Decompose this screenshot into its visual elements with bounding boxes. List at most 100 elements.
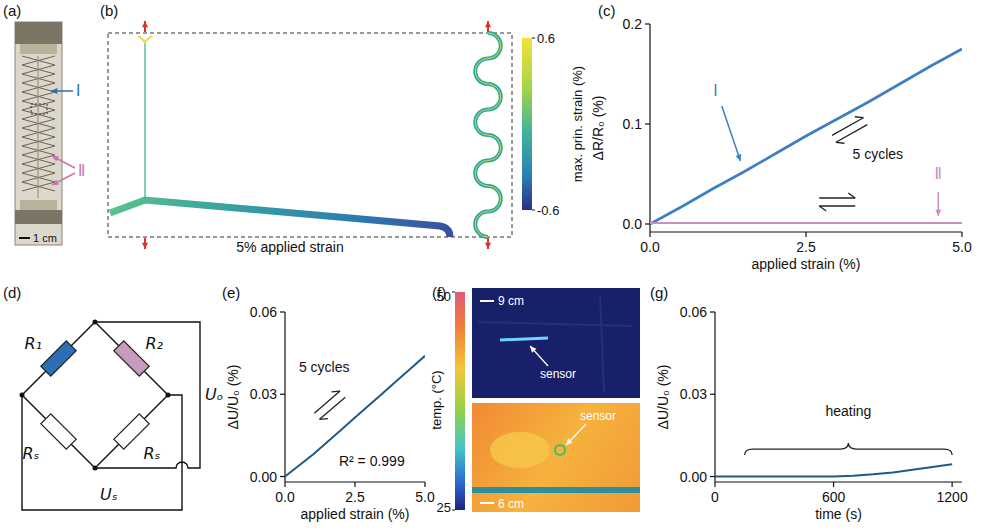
strut [144, 42, 146, 201]
colorbar-tick [452, 292, 455, 293]
harpoon-head [320, 415, 329, 423]
region-label: Ⅰ [76, 82, 80, 100]
x-tick-label: 5.0 [952, 239, 972, 255]
panel-letter: (d) [3, 284, 21, 301]
series-label: Ⅰ [713, 82, 717, 100]
thermal-image [472, 403, 640, 512]
output-wire [95, 322, 200, 468]
y-axis-title: ΔU/U₀ (%) [225, 365, 241, 430]
x-tick [833, 482, 834, 487]
annotation: R² = 0.999 [339, 453, 405, 469]
thermal-image [472, 288, 640, 398]
annotations: 5 cycles R² = 0.999 [299, 359, 405, 468]
sensor-trace [500, 338, 548, 340]
y-tick [280, 476, 285, 477]
scale-label: 6 cm [498, 497, 524, 511]
y-axis-title: ΔR/R₀ (%) [590, 96, 606, 161]
resistor-label: R₁ [25, 334, 43, 353]
clamp [15, 22, 62, 44]
chart-panel: (g)060012000.000.030.06time (s)ΔU/U₀ (%)… [650, 284, 968, 522]
y-tick [710, 394, 715, 395]
strain-band [110, 200, 450, 237]
colorbar-tick [532, 210, 535, 211]
x-tick-label: 2.5 [345, 489, 365, 505]
annotations: heating [745, 403, 952, 455]
harpoon [320, 397, 346, 419]
x-tick [805, 232, 806, 237]
pointer-head [530, 346, 536, 353]
supply-wire [22, 395, 182, 510]
panel-letter: (g) [650, 284, 668, 301]
cool-strip [472, 487, 640, 493]
simulation-panel: (b)5% applied strain-0.60.6max. prin. st… [100, 2, 585, 255]
series-leader-head [935, 210, 941, 216]
plot-area [285, 356, 425, 477]
annotation: 5 cycles [299, 359, 350, 375]
thermal-panel: (f)2550temp. (°C)9 cmsensor6 cmsensor [429, 284, 640, 515]
x-tick [961, 232, 962, 237]
photo-panel: (a)1 cmⅠⅡ [3, 2, 85, 245]
background-feature [600, 295, 604, 392]
harpoon [832, 118, 863, 136]
y-axis [714, 312, 715, 482]
wire [22, 322, 95, 395]
colorbar [455, 292, 465, 510]
pointer [530, 346, 548, 366]
colorbar-tick [532, 38, 535, 39]
harpoon-head [848, 193, 855, 198]
pointer [52, 173, 75, 185]
x-tick-label: 2.5 [796, 239, 816, 255]
load-arrow-head [142, 21, 148, 27]
electrode [20, 200, 57, 210]
resistor [41, 341, 76, 376]
caption: 5% applied strain [236, 239, 343, 255]
colorbar-tick-label: 25 [437, 500, 451, 515]
x-tick-label: 0 [711, 489, 719, 505]
y-tick-label: 0.1 [623, 116, 643, 132]
clamp [15, 210, 62, 224]
pointer [52, 156, 75, 168]
x-tick-label: 1200 [937, 489, 968, 505]
y-tick-label: 0.03 [680, 386, 707, 402]
x-axis-title: applied strain (%) [301, 506, 410, 522]
y-tick [280, 394, 285, 395]
chart-panel: (e)0.02.55.00.000.030.06applied strain (… [222, 284, 435, 522]
y-tick [645, 223, 650, 224]
y-axis-title: ΔU/U₀ (%) [655, 365, 671, 430]
series-leader-head [736, 154, 742, 161]
pointer [566, 424, 586, 445]
serpentine-edge [475, 33, 501, 237]
y-tick-label: 0.03 [250, 386, 277, 402]
strut-end [138, 36, 152, 44]
node [166, 393, 171, 398]
plot-area [650, 49, 962, 224]
sensor-mark [555, 445, 565, 455]
colorbar-title: max. prin. strain (%) [570, 66, 585, 182]
x-tick [714, 482, 715, 487]
node [20, 393, 25, 398]
panel-letter: (b) [100, 2, 118, 19]
load-arrow-head [142, 243, 148, 249]
harpoon [836, 125, 867, 143]
pointer-head [52, 179, 59, 185]
colorbar-tick-label: 0.6 [537, 31, 555, 46]
annotation: heating [825, 403, 871, 419]
cycle-arrows [311, 387, 349, 423]
y-tick-label: 0.00 [250, 469, 277, 485]
colorbar [522, 38, 532, 210]
background-feature [478, 322, 632, 326]
scale-bar [480, 300, 494, 302]
y-axis [649, 24, 650, 232]
scale-bar [480, 502, 494, 504]
wire [95, 322, 168, 395]
y-tick [645, 123, 650, 124]
serpentine [475, 33, 501, 237]
y-tick-label: 0.06 [680, 304, 707, 320]
x-tick-label: 0.0 [275, 489, 295, 505]
y-tick [710, 311, 715, 312]
node [93, 466, 98, 471]
y-tick [645, 23, 650, 24]
x-axis-title: time (s) [815, 506, 862, 522]
harpoon-head [836, 139, 845, 147]
x-tick-label: 5.0 [415, 489, 435, 505]
